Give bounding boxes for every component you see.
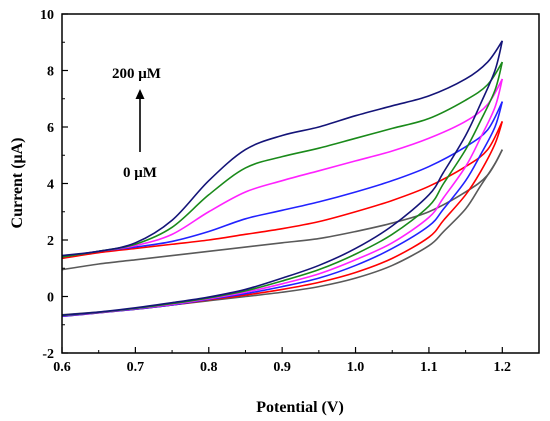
- x-tick-label: 1.0: [347, 360, 365, 375]
- series-5-forward-scan: [61, 40, 503, 257]
- series-3-forward-scan: [61, 78, 504, 258]
- series-0-forward-scan: [61, 149, 504, 271]
- annotation-top-label: 200 μM: [112, 66, 161, 82]
- x-tick-label: 1.2: [494, 360, 512, 375]
- plot-frame: [61, 13, 540, 354]
- y-tick-label: -2: [42, 347, 54, 362]
- y-tick-label: 4: [47, 178, 54, 193]
- y-axis-label: Current (μA): [9, 138, 26, 229]
- series-4-forward-scan: [61, 61, 503, 258]
- series-curves: [61, 40, 504, 318]
- series-2-forward-scan: [61, 101, 504, 258]
- x-tick-label: 0.7: [127, 360, 145, 375]
- increase-arrow-head: [135, 89, 145, 99]
- y-axis-ticks: -2 0 2 4 6 8 10: [40, 8, 68, 362]
- x-axis-ticks: 0.6 0.7 0.8 0.9 1.0 1.1 1.2: [53, 347, 511, 375]
- y-tick-label: 10: [40, 8, 54, 23]
- series-1-forward-scan: [61, 120, 504, 260]
- y-tick-label: 8: [47, 65, 54, 80]
- x-axis-label: Potential (V): [256, 399, 344, 416]
- annotation-bottom-label: 0 μM: [123, 165, 157, 181]
- x-tick-label: 1.1: [420, 360, 438, 375]
- x-tick-label: 0.9: [273, 360, 291, 375]
- y-tick-label: 0: [47, 291, 54, 306]
- series-5-reverse-scan: [61, 40, 504, 316]
- x-tick-label: 0.6: [53, 360, 71, 375]
- y-tick-label: 2: [47, 234, 54, 249]
- y-tick-label: 6: [47, 121, 54, 136]
- x-tick-label: 0.8: [200, 360, 218, 375]
